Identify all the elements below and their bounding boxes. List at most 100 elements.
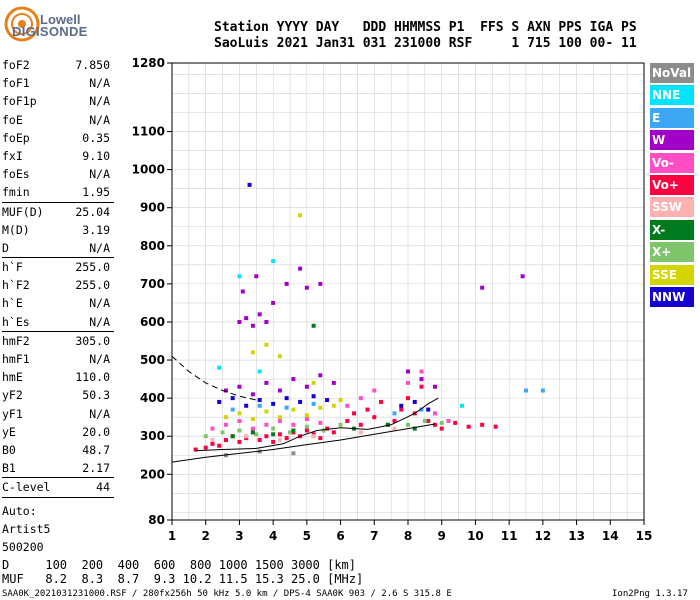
data-point [277,438,282,443]
data-point [453,420,458,425]
y-tick-label: 900 [140,201,165,215]
x-tick-label: 6 [336,529,344,543]
data-point [237,384,242,389]
data-point [304,413,309,418]
data-point [338,422,343,427]
data-point [480,422,485,427]
param-value: N/A [89,167,110,182]
legend-item-sse: SSE [650,264,694,285]
data-point [264,422,269,427]
param-row: hmF2 305.0 [2,332,114,350]
param-separator [2,257,114,259]
param-name: hmF2 [2,333,30,348]
data-point [392,411,397,416]
param-value: 25.04 [75,204,110,219]
logo-line2: DIGISONDE [12,24,88,39]
data-point [277,432,282,437]
data-point [358,422,363,427]
data-point [244,434,249,439]
data-point [237,428,242,433]
data-point [439,420,444,425]
param-row: C-level 44 [2,478,114,496]
footer-muf-row: MUF 8.2 8.3 8.7 9.3 10.2 11.5 15.3 25.0 … [2,572,364,586]
param-value: 110.0 [75,370,110,385]
data-point [524,388,528,393]
data-point [257,369,262,374]
data-point [311,380,316,385]
data-point [298,399,303,404]
param-value: 0.35 [82,130,110,145]
param-name: foF1p [2,94,37,109]
data-point [365,407,370,412]
legend-item-ssw: SSW [650,197,694,218]
param-name: yE [2,424,16,439]
param-name: C-level [2,480,51,495]
data-point [379,399,384,404]
legend-item-x: X+ [650,242,694,263]
data-point [406,369,410,374]
param-name: foEs [2,167,30,182]
data-point [264,409,269,414]
data-point [291,422,296,427]
param-row: hmF1 N/A [2,350,114,368]
param-value: 7.850 [75,58,110,72]
data-point [271,432,276,437]
param-row: B1 2.17 [2,459,114,477]
y-tick-label: 400 [140,391,165,405]
param-row: B0 48.7 [2,441,114,459]
data-point [264,319,269,324]
data-point [311,394,316,399]
data-point [250,392,255,397]
data-point [220,430,225,435]
param-name: hmE [2,370,23,385]
data-point [304,424,309,429]
data-point [311,434,316,439]
param-value: 9.10 [82,148,110,163]
data-point [422,418,427,423]
data-point [210,438,215,443]
param-name: MUF(D) [2,204,44,219]
param-name: foF1 [2,76,30,91]
param-row: D N/A [2,239,114,257]
data-point [237,418,242,423]
legend-item-vo: Vo+ [650,174,694,195]
data-point [304,285,309,290]
param-name: h`Es [2,314,30,329]
data-point [223,438,228,443]
param-value: N/A [89,94,110,109]
x-tick-label: 2 [202,529,210,543]
data-point [345,403,350,408]
data-point [264,342,269,347]
param-name: fmin [2,185,30,200]
data-point [284,405,289,410]
param-row: MUF(D) 25.04 [2,203,114,221]
data-point [247,182,252,187]
legend-item-x: X- [650,219,694,240]
x-tick-label: 5 [303,529,311,543]
param-value: 255.0 [75,278,110,293]
param-separator [2,201,114,203]
data-point [271,401,276,406]
data-point [291,428,296,433]
param-value: 2.17 [82,461,110,476]
data-point [385,422,390,427]
data-point [240,289,245,294]
data-point [264,434,269,439]
data-point [412,399,417,404]
data-point [271,439,276,444]
data-point [250,417,255,422]
data-point [426,418,431,423]
data-point [254,432,259,437]
data-point [284,396,289,401]
data-point [244,403,249,408]
y-tick-label: 300 [140,429,165,443]
param-name: h`F [2,260,23,275]
data-point [250,350,255,355]
data-point [419,369,424,374]
data-point [277,354,282,359]
param-name: fxI [2,148,23,163]
param-row: foEp 0.35 [2,129,114,147]
data-point [311,323,316,328]
param-row: foF1p N/A [2,92,114,110]
data-point [271,259,276,264]
